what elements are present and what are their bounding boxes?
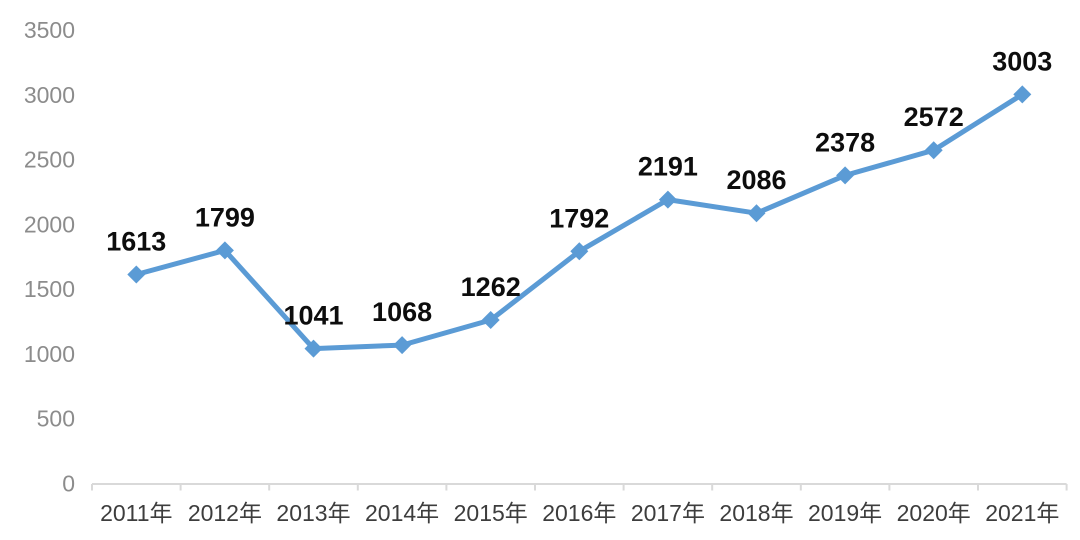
data-point-marker (924, 141, 943, 160)
y-tick-label: 1000 (24, 341, 75, 367)
y-tick-label: 2500 (24, 147, 75, 173)
y-tick-label: 3000 (24, 82, 75, 108)
x-category-label: 2012年 (188, 500, 262, 526)
y-tick-label: 0 (62, 471, 75, 497)
data-point-label: 1799 (195, 202, 255, 232)
data-point-marker (393, 336, 412, 355)
y-tick-label: 500 (37, 406, 75, 432)
data-point-marker (215, 241, 234, 260)
data-point-marker (127, 265, 146, 284)
data-point-label: 1262 (461, 272, 521, 302)
data-point-label: 1041 (283, 301, 343, 331)
y-tick-label: 2000 (24, 211, 75, 237)
data-point-marker (1013, 85, 1032, 104)
data-point-marker (304, 339, 323, 358)
data-point-label: 1792 (549, 203, 609, 233)
data-point-marker (570, 242, 589, 261)
data-labels: 1613 1799 1041 1068 1262 1792 2191 2086 2378 2572… (106, 46, 1052, 330)
y-tick-label: 1500 (24, 276, 75, 302)
data-point-marker (481, 310, 500, 329)
x-category-label: 2021年 (985, 500, 1059, 526)
data-point-label: 2378 (815, 127, 875, 157)
data-point-label: 2191 (638, 152, 698, 182)
y-axis: 0 500 1000 1500 2000 2500 3000 3500 (24, 17, 75, 497)
data-point-label: 1613 (106, 227, 166, 257)
x-category-label: 2020年 (897, 500, 971, 526)
data-point-label: 1068 (372, 297, 432, 327)
y-tick-label: 3500 (24, 17, 75, 43)
data-point-label: 3003 (992, 46, 1052, 76)
x-axis: 2011年 2012年 2013年 2014年 2015年 2016年 2017年 2018年… (91, 483, 1068, 526)
data-point-label: 2572 (904, 102, 964, 132)
x-category-label: 2014年 (365, 500, 439, 526)
data-point-marker (836, 166, 855, 185)
x-category-label: 2018年 (719, 500, 793, 526)
x-category-label: 2017年 (631, 500, 705, 526)
x-category-label: 2016年 (542, 500, 616, 526)
data-point-label: 2086 (726, 165, 786, 195)
data-series (127, 85, 1032, 358)
x-category-label: 2019年 (808, 500, 882, 526)
x-category-label: 2013年 (276, 500, 350, 526)
x-category-label: 2011年 (100, 500, 172, 526)
data-point-marker (747, 204, 766, 223)
x-category-label: 2015年 (454, 500, 528, 526)
data-point-marker (658, 190, 677, 209)
